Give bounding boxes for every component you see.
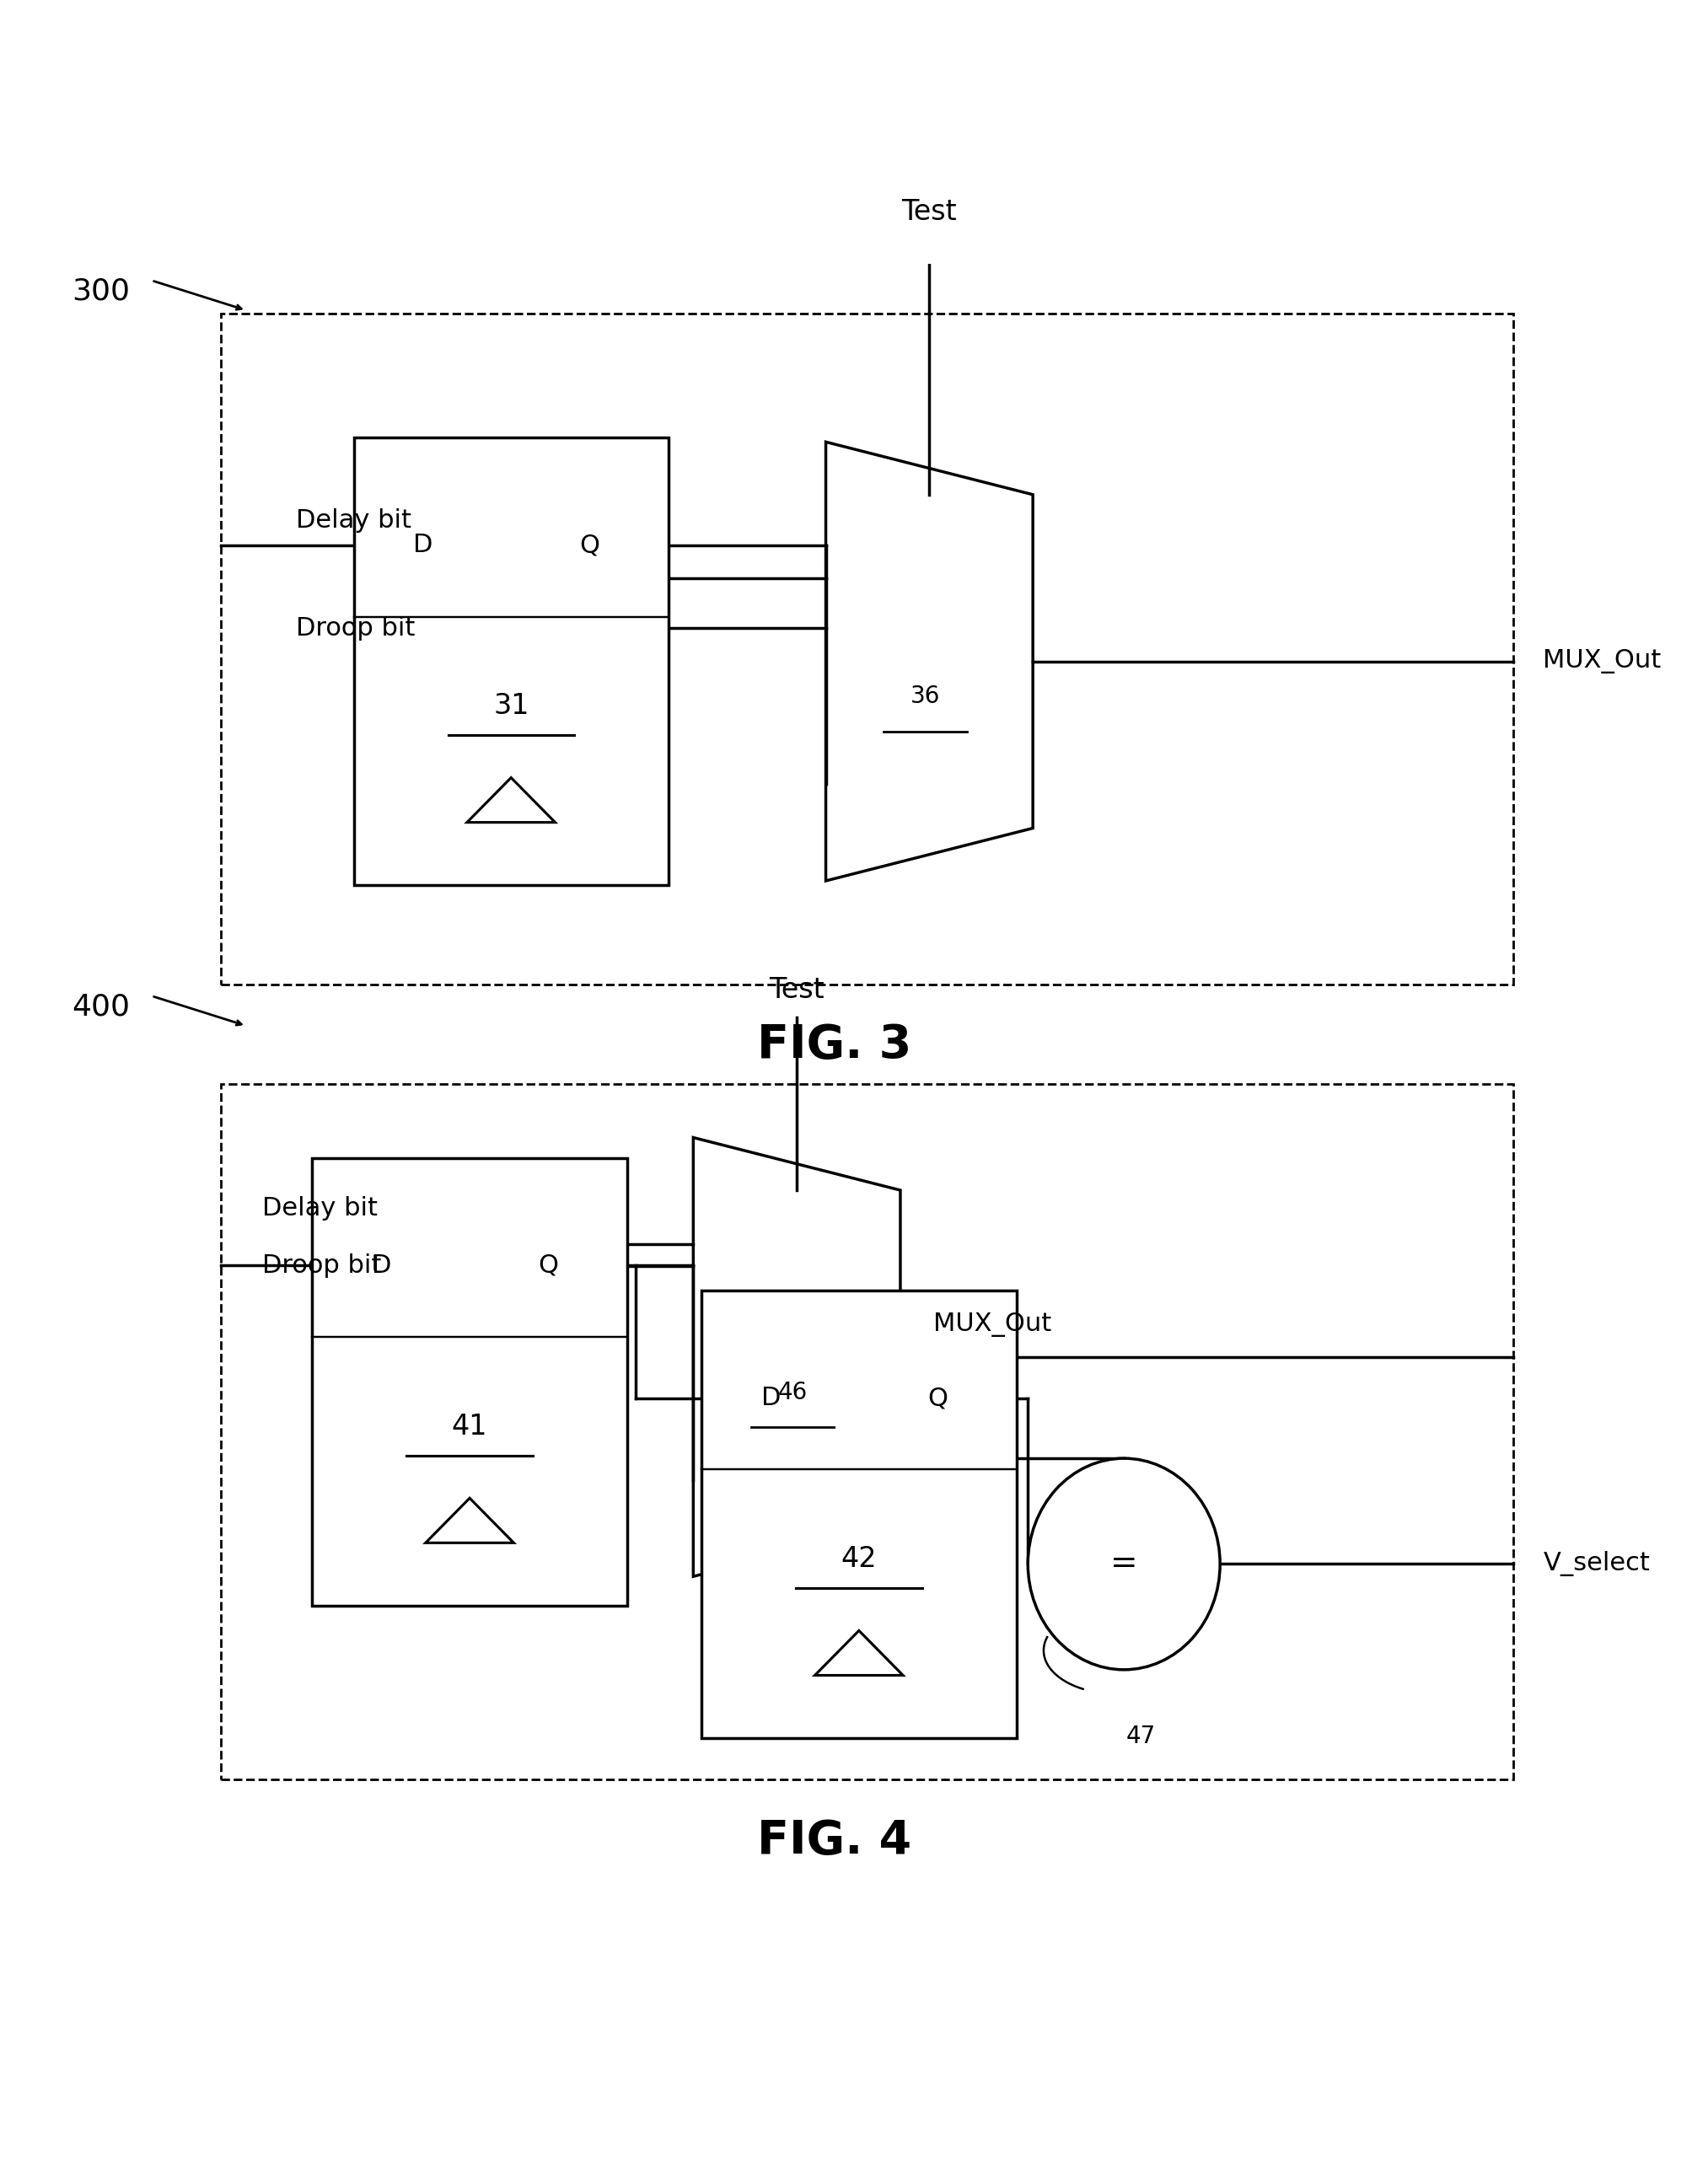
Text: Q: Q bbox=[927, 1387, 948, 1411]
Text: Delay bit: Delay bit bbox=[262, 1195, 377, 1221]
Text: Delay bit: Delay bit bbox=[296, 509, 411, 533]
Text: 41: 41 bbox=[452, 1413, 487, 1441]
Bar bbox=[702, 1291, 1017, 1738]
Text: Q: Q bbox=[538, 1254, 558, 1278]
Ellipse shape bbox=[1029, 1459, 1220, 1671]
Bar bbox=[222, 314, 1513, 985]
Text: FIG. 3: FIG. 3 bbox=[756, 1022, 912, 1068]
Text: Q: Q bbox=[580, 533, 601, 557]
Text: 300: 300 bbox=[73, 277, 130, 306]
Text: FIG. 4: FIG. 4 bbox=[756, 1817, 912, 1863]
Text: Test: Test bbox=[902, 199, 958, 225]
Text: 47: 47 bbox=[1125, 1725, 1156, 1747]
Text: 42: 42 bbox=[841, 1544, 876, 1572]
Text: Droop bit: Droop bit bbox=[262, 1254, 382, 1278]
Text: D: D bbox=[413, 533, 433, 557]
Text: Droop bit: Droop bit bbox=[296, 616, 415, 640]
Text: =: = bbox=[1110, 1548, 1137, 1579]
Text: 46: 46 bbox=[778, 1380, 807, 1404]
Text: 31: 31 bbox=[492, 692, 530, 721]
Text: D: D bbox=[761, 1387, 780, 1411]
Text: V_select: V_select bbox=[1543, 1551, 1650, 1577]
Text: MUX_Out: MUX_Out bbox=[1543, 649, 1662, 673]
Bar bbox=[354, 437, 668, 885]
Bar bbox=[222, 1083, 1513, 1780]
Text: D: D bbox=[372, 1254, 391, 1278]
Text: Test: Test bbox=[770, 976, 824, 1005]
Text: MUX_Out: MUX_Out bbox=[934, 1313, 1052, 1337]
Text: 36: 36 bbox=[910, 686, 941, 708]
Text: 400: 400 bbox=[73, 992, 130, 1022]
Bar bbox=[313, 1158, 628, 1605]
